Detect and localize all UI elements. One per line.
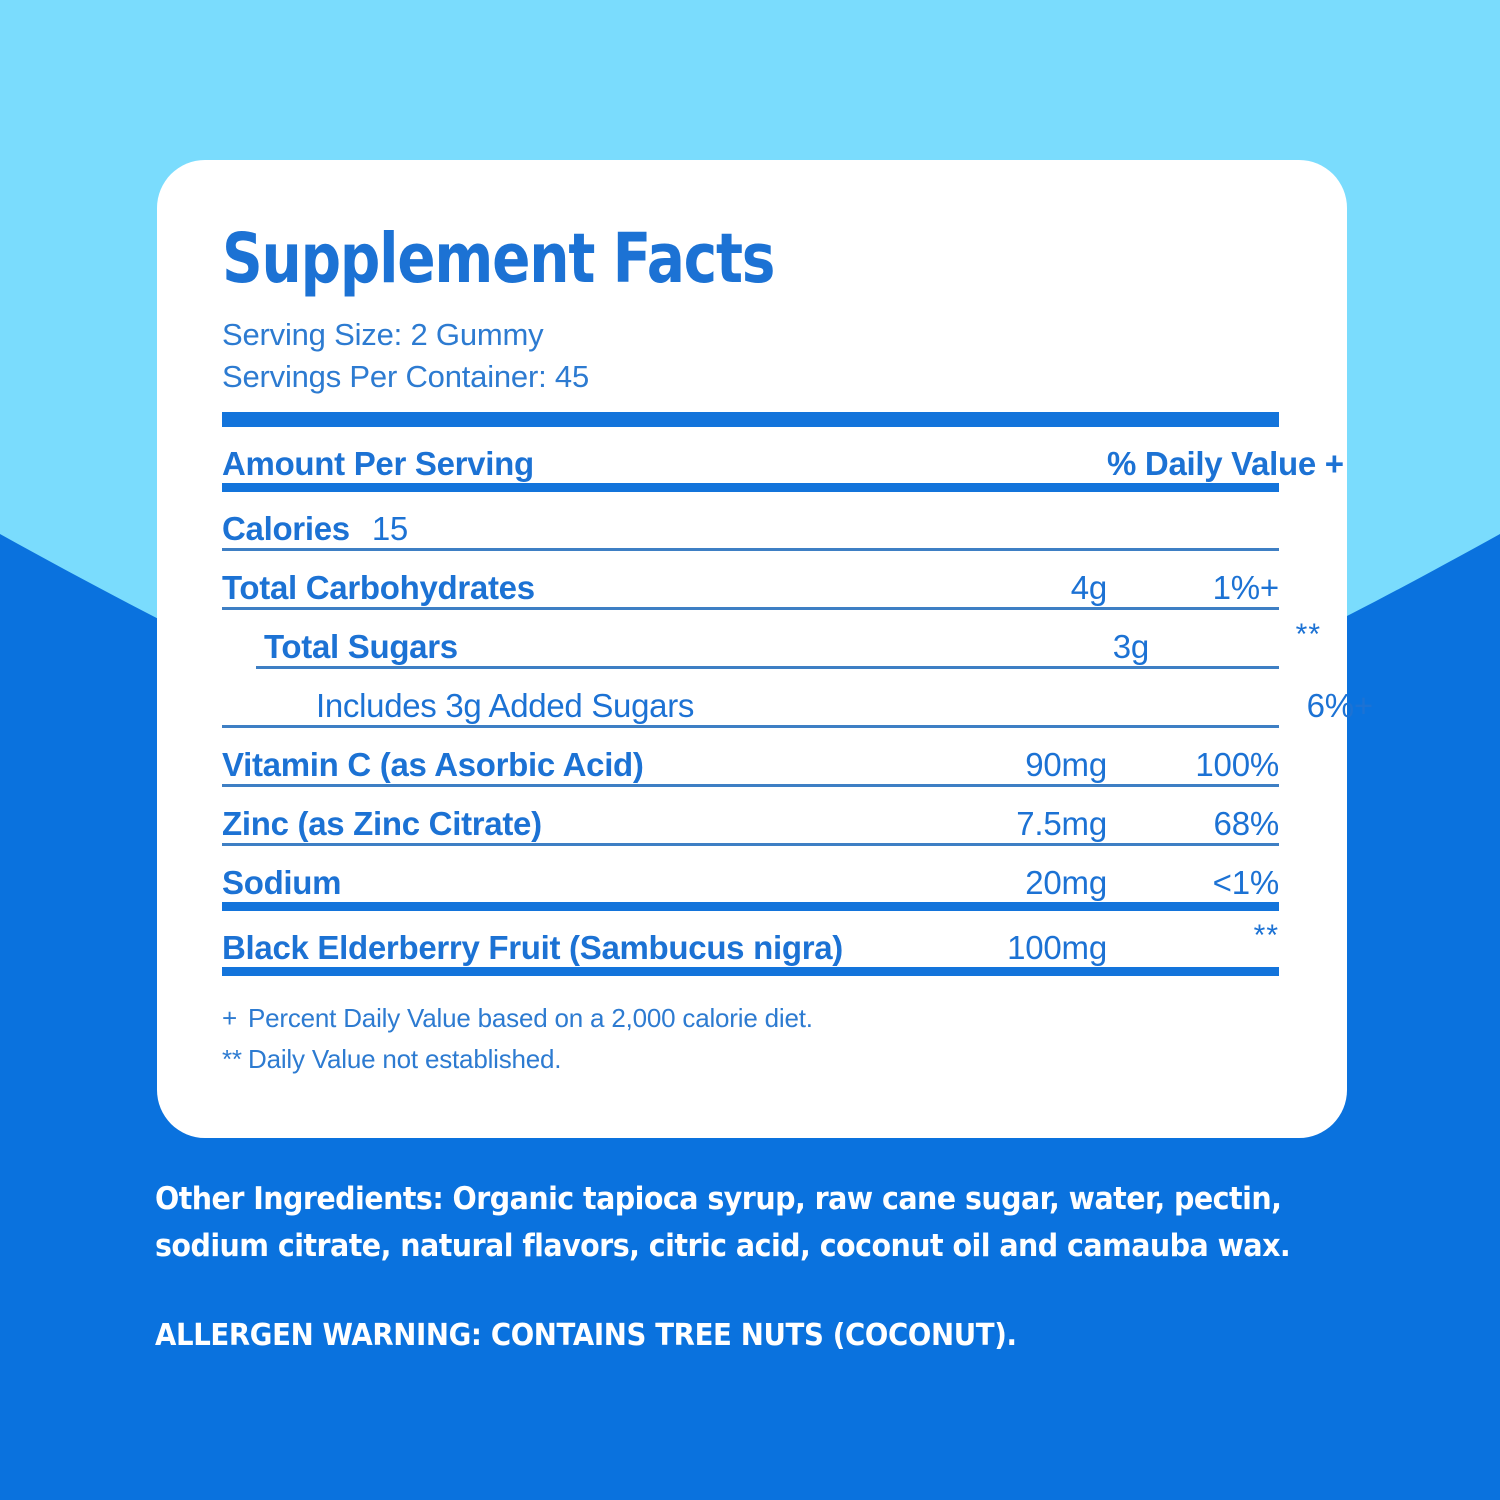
table-header-row: Amount Per Serving % Daily Value +: [222, 427, 1344, 483]
row-dv-vitamin-c: 100%: [1195, 746, 1279, 783]
nutrition-rows-6: Zinc (as Zinc Citrate) 7.5mg 68%: [222, 787, 1279, 843]
footnote-text-plus: Percent Daily Value based on a 2,000 cal…: [248, 1003, 813, 1033]
header-daily-value: % Daily Value +: [1107, 445, 1344, 482]
divider-after-added-sugars: [222, 725, 1279, 728]
nutrition-rows-4: Includes 3g Added Sugars 6%+: [222, 669, 1373, 725]
footnote-not-established: ** Daily Value not established.: [222, 1039, 1282, 1080]
row-amount-total-carbohydrates: 4g: [1070, 569, 1108, 606]
divider-bar-header: [222, 483, 1279, 492]
divider-bar-bottom: [222, 967, 1279, 976]
row-label-zinc: Zinc (as Zinc Citrate): [222, 805, 542, 842]
table-row-black-elderberry: Black Elderberry Fruit (Sambucus nigra) …: [222, 911, 1279, 967]
divider-after-zinc: [222, 843, 1279, 846]
row-dv-added-sugars: 6%+: [1306, 687, 1374, 724]
row-dv-black-elderberry: **: [1253, 919, 1279, 952]
row-label-black-elderberry: Black Elderberry Fruit (Sambucus nigra): [222, 929, 843, 966]
row-label-total-carbohydrates: Total Carbohydrates: [222, 569, 535, 606]
row-dv-total-carbohydrates: 1%+: [1212, 569, 1280, 606]
nutrition-table: Amount Per Serving % Daily Value +: [222, 427, 1344, 483]
footnotes: + Percent Daily Value based on a 2,000 ca…: [222, 998, 1282, 1080]
header-amount-per-serving: Amount Per Serving: [222, 445, 534, 482]
row-label-calories: Calories 15: [222, 492, 917, 548]
row-label-total-sugars: Total Sugars: [264, 628, 458, 665]
row-amount-sodium: 20mg: [1025, 864, 1107, 901]
table-row-vitamin-c: Vitamin C (as Asorbic Acid) 90mg 100%: [222, 728, 1279, 784]
row-amount-vitamin-c: 90mg: [1025, 746, 1107, 783]
table-row-total-carbohydrates: Total Carbohydrates 4g 1%+: [222, 551, 1279, 607]
nutrition-rows-5: Vitamin C (as Asorbic Acid) 90mg 100%: [222, 728, 1279, 784]
row-amount-black-elderberry: 100mg: [1007, 929, 1107, 966]
calories-label: Calories: [222, 510, 350, 547]
footnote-text-stars: Daily Value not established.: [248, 1044, 562, 1074]
row-label-added-sugars: Includes 3g Added Sugars: [316, 687, 695, 724]
divider-after-total-carbohydrates: [222, 607, 1279, 610]
row-label-vitamin-c: Vitamin C (as Asorbic Acid): [222, 746, 644, 783]
row-dv-sodium: <1%: [1212, 864, 1280, 901]
other-ingredients-label: Other Ingredients:: [155, 1181, 444, 1217]
serving-info: Serving Size: 2 Gummy Servings Per Conta…: [222, 314, 1282, 398]
nutrition-rows-8: Black Elderberry Fruit (Sambucus nigra) …: [222, 911, 1279, 967]
serving-size: Serving Size: 2 Gummy: [222, 317, 544, 352]
divider-bar-before-elderberry: [222, 902, 1279, 911]
table-row-total-sugars: Total Sugars 3g **: [222, 610, 1321, 666]
calories-value: 15: [371, 510, 408, 547]
nutrition-rows-2: Total Carbohydrates 4g 1%+: [222, 551, 1279, 607]
nutrition-rows-7: Sodium 20mg <1%: [222, 846, 1279, 902]
divider-bar-top: [222, 412, 1279, 427]
footnote-mark-stars: **: [222, 1044, 242, 1074]
nutrition-rows: Calories 15: [222, 492, 1279, 548]
row-label-sodium: Sodium: [222, 864, 342, 901]
divider-after-vitamin-c: [222, 784, 1279, 787]
other-ingredients: Other Ingredients: Organic tapioca syrup…: [155, 1176, 1379, 1270]
table-row-sodium: Sodium 20mg <1%: [222, 846, 1279, 902]
divider-after-calories: [222, 548, 1279, 551]
other-ingredients-text: Organic tapioca syrup, raw cane sugar, w…: [155, 1181, 1291, 1264]
servings-per-container: Servings Per Container: 45: [222, 359, 589, 394]
row-dv-zinc: 68%: [1213, 805, 1280, 842]
row-amount-total-sugars: 3g: [1112, 628, 1150, 665]
table-row-calories: Calories 15: [222, 492, 1279, 548]
row-dv-total-sugars: **: [1295, 618, 1321, 651]
allergen-warning: ALLERGEN WARNING: CONTAINS TREE NUTS (CO…: [155, 1318, 1017, 1353]
table-row-zinc: Zinc (as Zinc Citrate) 7.5mg 68%: [222, 787, 1279, 843]
footnote-mark-plus: +: [222, 1003, 237, 1033]
footnote-daily-value: + Percent Daily Value based on a 2,000 ca…: [222, 998, 1282, 1039]
row-amount-added-sugars: [1011, 669, 1201, 725]
supplement-facts-card: Supplement Facts Serving Size: 2 Gummy S…: [157, 160, 1373, 1138]
page-title: Supplement Facts: [222, 219, 775, 299]
table-row-added-sugars: Includes 3g Added Sugars 6%+: [222, 669, 1373, 725]
row-amount-zinc: 7.5mg: [1016, 805, 1107, 842]
supplement-facts-content: Supplement Facts Serving Size: 2 Gummy S…: [222, 219, 1373, 1080]
bottom-text-block: Other Ingredients: Organic tapioca syrup…: [155, 1176, 1380, 1353]
divider-after-total-sugars: [256, 666, 1279, 669]
nutrition-rows-3: Total Sugars 3g **: [222, 610, 1321, 666]
